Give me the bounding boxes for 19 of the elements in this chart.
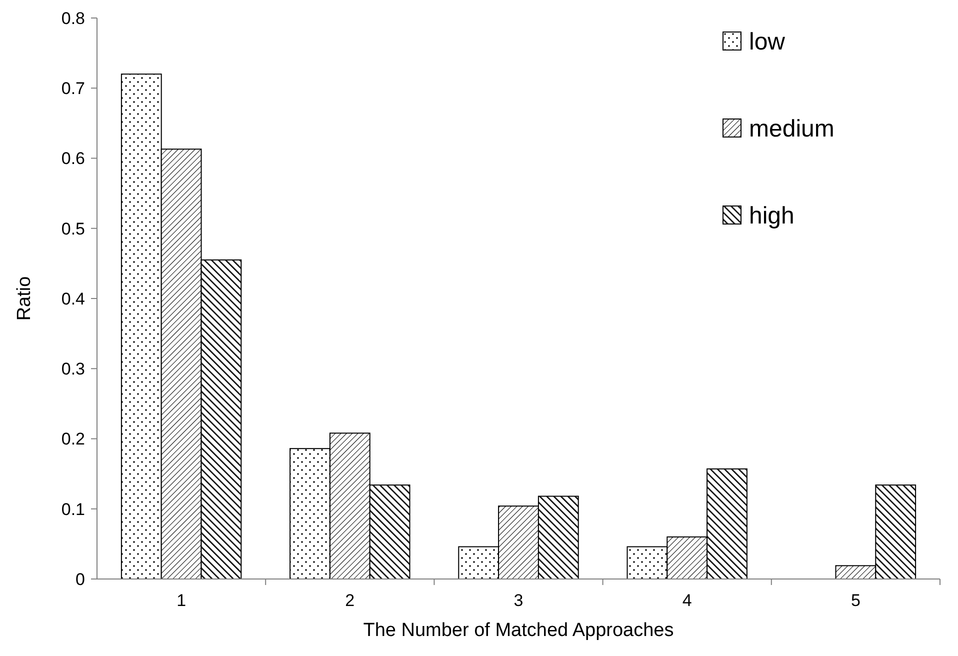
y-tick-label: 0.4 <box>61 289 85 308</box>
x-axis-title: The Number of Matched Approaches <box>363 620 674 641</box>
y-tick-label: 0.8 <box>61 8 85 28</box>
y-tick-label: 0.7 <box>61 79 85 98</box>
legend-label: high <box>749 202 794 230</box>
legend-label: medium <box>749 115 834 142</box>
x-tick-label: 2 <box>345 591 355 610</box>
x-tick-label: 1 <box>176 591 186 610</box>
legend-label: low <box>749 28 786 56</box>
x-tick-label: 5 <box>850 591 860 610</box>
y-tick-label: 0.5 <box>61 219 85 238</box>
y-tick-label: 0 <box>76 570 85 589</box>
x-tick-label: 3 <box>514 591 524 610</box>
y-tick-label: 0.3 <box>61 360 85 379</box>
y-tick-label: 0.2 <box>61 430 85 449</box>
x-tick-label: 4 <box>682 591 692 610</box>
y-axis-title: Ratio <box>14 276 35 321</box>
y-tick-label: 0.6 <box>61 149 85 168</box>
y-tick-label: 0.1 <box>61 500 85 519</box>
